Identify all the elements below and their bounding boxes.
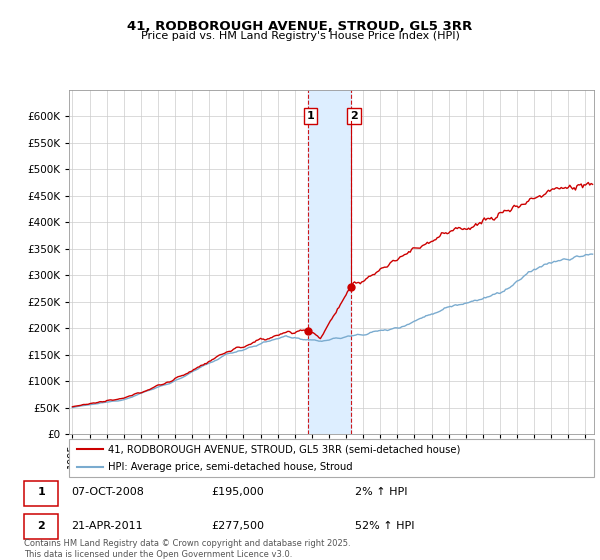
Text: 52% ↑ HPI: 52% ↑ HPI xyxy=(355,520,415,530)
Text: HPI: Average price, semi-detached house, Stroud: HPI: Average price, semi-detached house,… xyxy=(109,462,353,472)
FancyBboxPatch shape xyxy=(69,439,594,477)
Text: 2: 2 xyxy=(37,520,45,530)
Text: 21-APR-2011: 21-APR-2011 xyxy=(71,520,143,530)
Text: 2% ↑ HPI: 2% ↑ HPI xyxy=(355,487,408,497)
Text: Contains HM Land Registry data © Crown copyright and database right 2025.
This d: Contains HM Land Registry data © Crown c… xyxy=(24,539,350,559)
Text: 41, RODBOROUGH AVENUE, STROUD, GL5 3RR: 41, RODBOROUGH AVENUE, STROUD, GL5 3RR xyxy=(127,20,473,32)
Text: £195,000: £195,000 xyxy=(212,487,265,497)
Text: 2: 2 xyxy=(350,111,358,121)
Bar xyxy=(308,90,352,434)
Text: 07-OCT-2008: 07-OCT-2008 xyxy=(71,487,144,497)
FancyBboxPatch shape xyxy=(24,514,58,539)
Text: Price paid vs. HM Land Registry's House Price Index (HPI): Price paid vs. HM Land Registry's House … xyxy=(140,31,460,41)
Text: £277,500: £277,500 xyxy=(212,520,265,530)
Text: 41, RODBOROUGH AVENUE, STROUD, GL5 3RR (semi-detached house): 41, RODBOROUGH AVENUE, STROUD, GL5 3RR (… xyxy=(109,444,461,454)
Text: 1: 1 xyxy=(307,111,314,121)
Text: 1: 1 xyxy=(37,487,45,497)
FancyBboxPatch shape xyxy=(24,481,58,506)
